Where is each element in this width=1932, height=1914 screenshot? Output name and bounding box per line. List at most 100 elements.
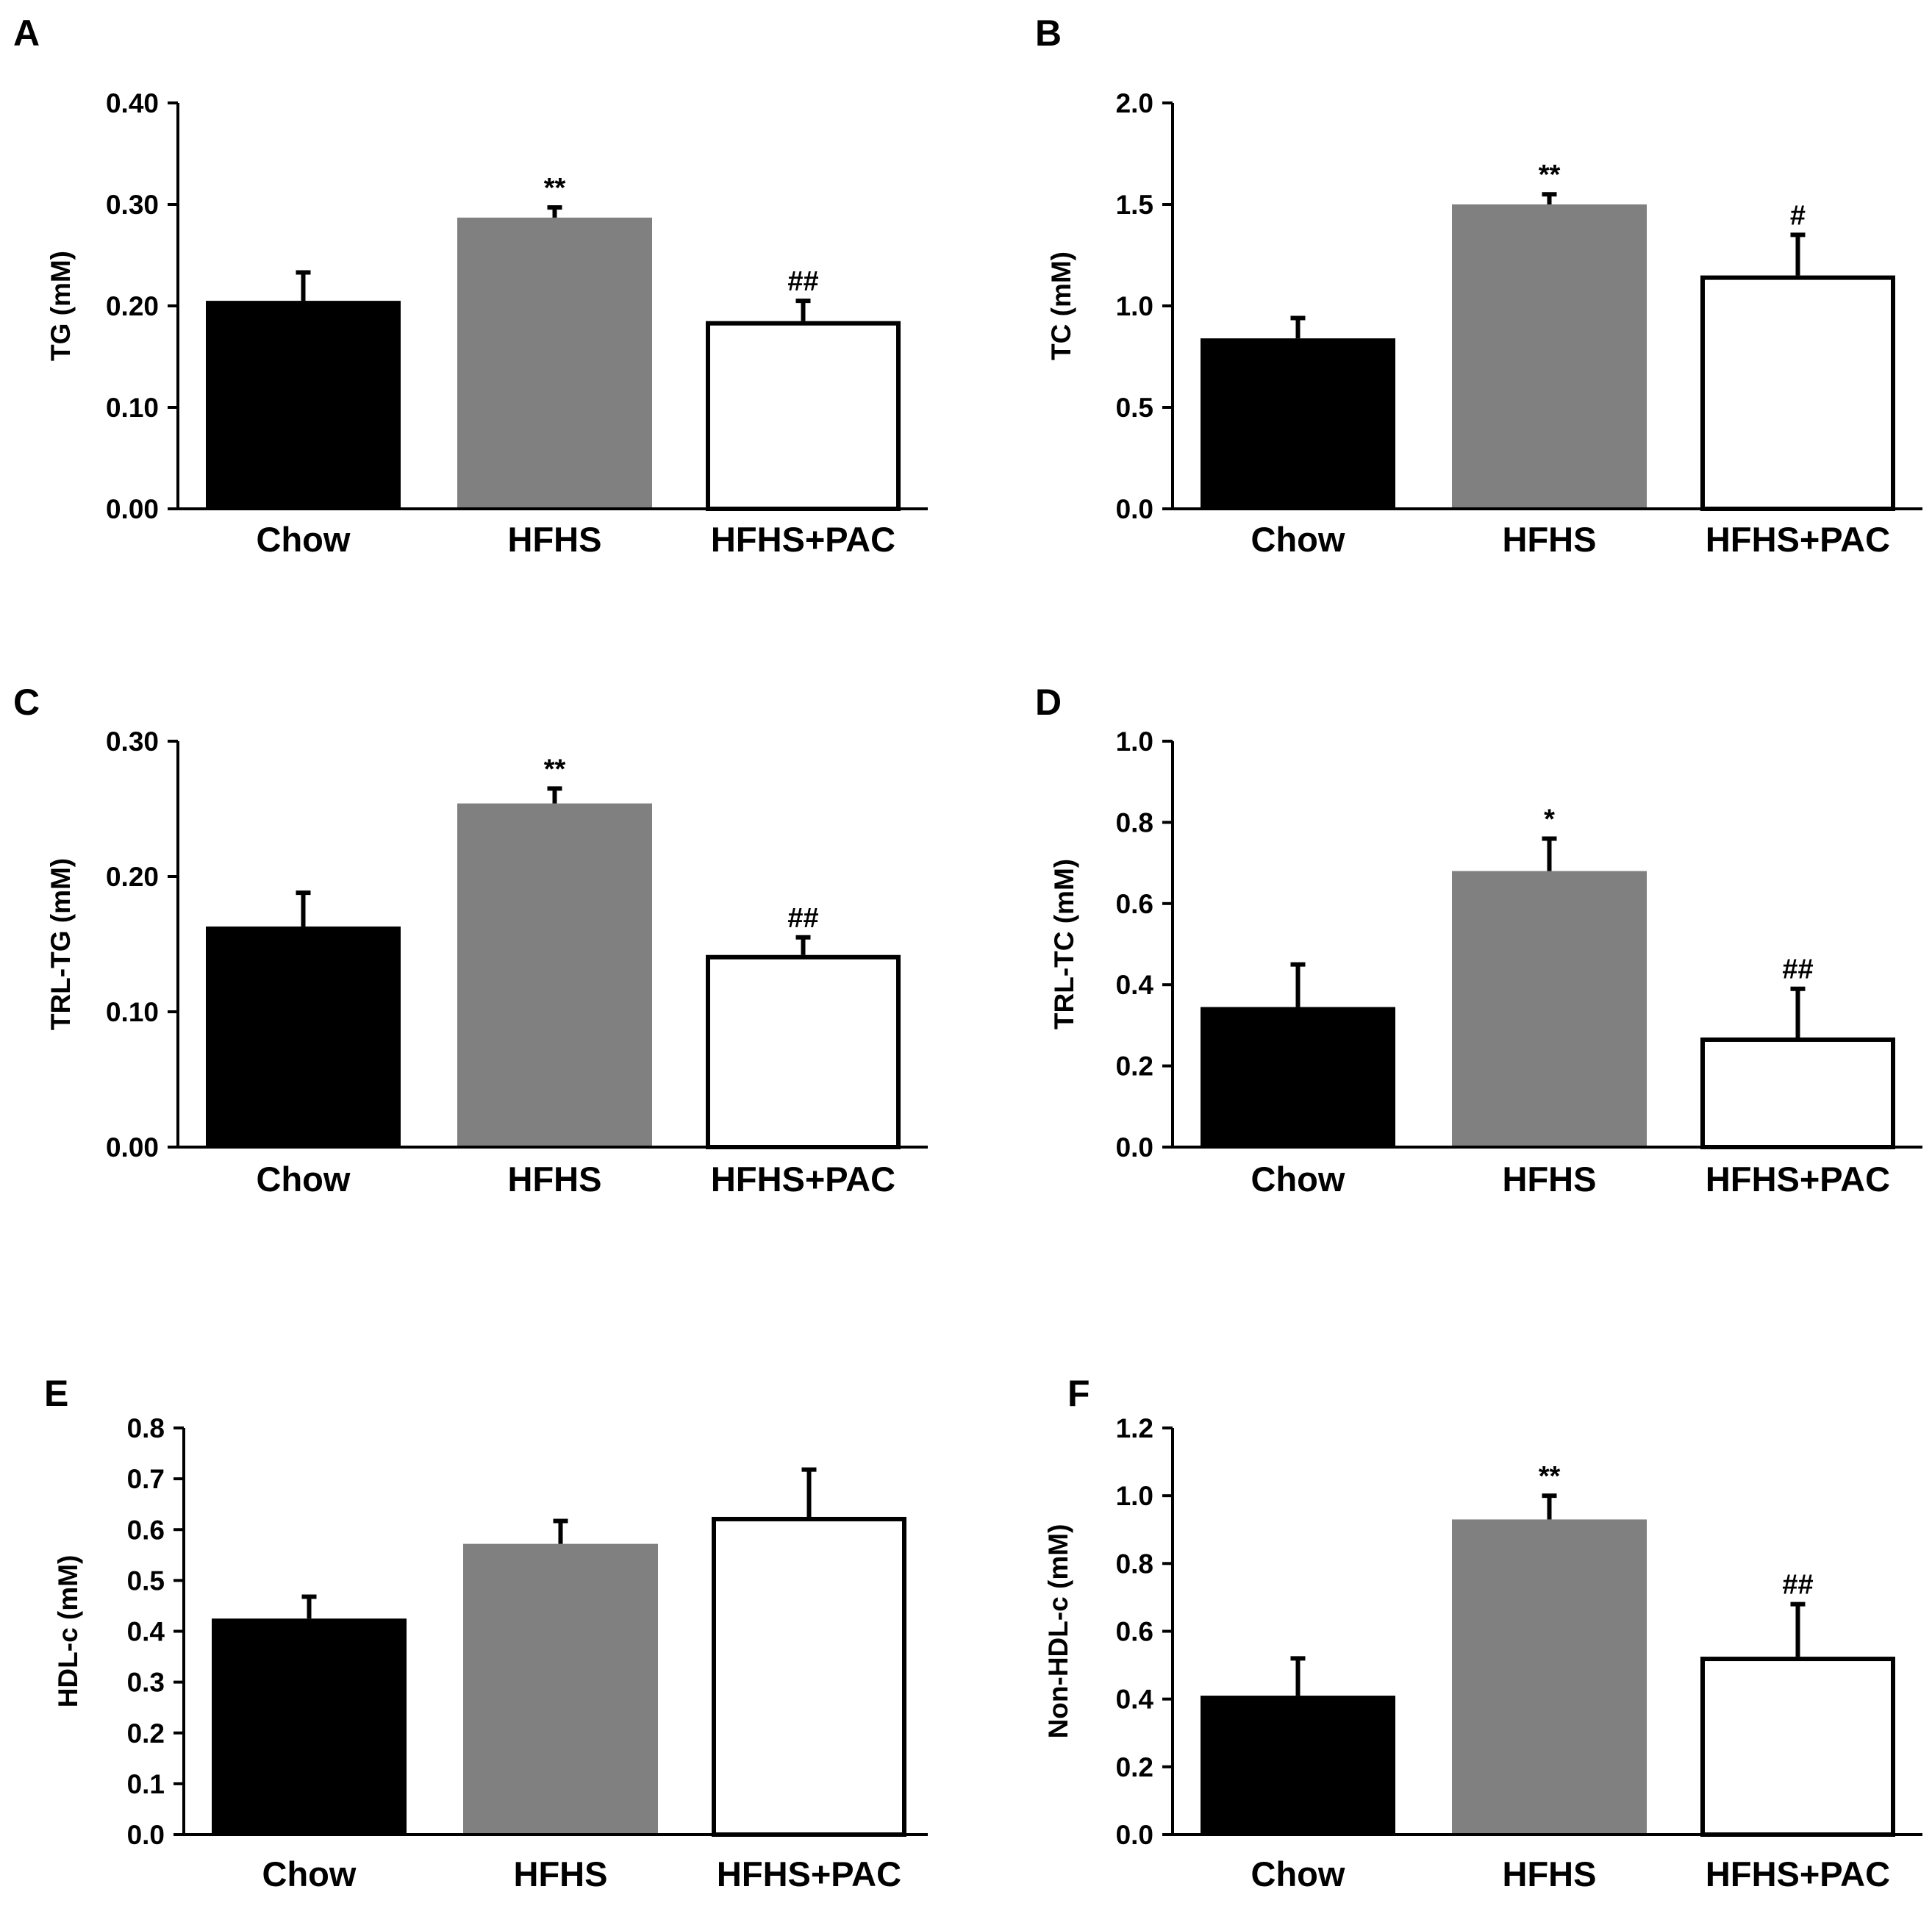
y-tick-label: 0.7 bbox=[127, 1464, 165, 1494]
bar-hfhs bbox=[463, 1543, 658, 1835]
y-tick-label: 0.5 bbox=[1116, 393, 1153, 423]
category-label-chow: Chow bbox=[257, 520, 351, 559]
significance-mark: # bbox=[1790, 200, 1806, 231]
significance-mark: * bbox=[1544, 804, 1555, 835]
panel-letter: A bbox=[13, 13, 40, 54]
significance-mark: ** bbox=[544, 754, 566, 785]
y-tick-label: 1.0 bbox=[1116, 291, 1153, 321]
y-tick-label: 0.00 bbox=[106, 1132, 159, 1163]
panel-d: D TRL-TC (mM) 0.0 0.2 0.4 0.6 0.8 1.0 Chow * HFHS #… bbox=[1035, 682, 1922, 1199]
category-label-hfhs-plus-pac: HFHS+PAC bbox=[711, 520, 895, 559]
bar-chow bbox=[206, 301, 401, 509]
bar-hfhs-plus-pac bbox=[706, 954, 901, 1149]
y-tick-label: 0.0 bbox=[1116, 1820, 1153, 1850]
y-tick-label: 0.2 bbox=[1116, 1752, 1153, 1782]
y-axis-title: TC (mM) bbox=[1046, 251, 1076, 360]
y-tick-label: 0.8 bbox=[1116, 807, 1153, 838]
y-tick-label: 0.3 bbox=[127, 1668, 165, 1698]
category-label-hfhs-plus-pac: HFHS+PAC bbox=[717, 1854, 901, 1893]
panel-letter: D bbox=[1035, 682, 1062, 723]
y-tick-label: 0.30 bbox=[106, 726, 159, 757]
y-tick-label: 0.2 bbox=[1116, 1051, 1153, 1082]
panel-letter: C bbox=[13, 682, 40, 723]
category-label-hfhs: HFHS bbox=[1503, 520, 1597, 559]
category-label-chow: Chow bbox=[1251, 1854, 1345, 1893]
y-tick-label: 0.0 bbox=[127, 1820, 165, 1850]
significance-mark: ## bbox=[787, 266, 818, 297]
y-tick-label: 0.4 bbox=[1116, 970, 1154, 1000]
category-label-hfhs: HFHS bbox=[1503, 1160, 1597, 1199]
y-tick-label: 0.20 bbox=[106, 862, 159, 892]
y-axis-title: Non-HDL-c (mM) bbox=[1043, 1524, 1073, 1739]
y-tick-label: 2.0 bbox=[1116, 88, 1153, 118]
y-tick-label: 0.0 bbox=[1116, 494, 1153, 524]
y-tick-label: 0.6 bbox=[127, 1515, 165, 1545]
bar-chow bbox=[212, 1618, 407, 1835]
y-axis-title: TRL-TG (mM) bbox=[46, 858, 76, 1030]
panel-b: B TC (mM) 0.0 0.5 1.0 1.5 2.0 Chow ** HFHS # HFHS+P… bbox=[1035, 13, 1922, 559]
bar-hfhs-plus-pac bbox=[712, 1516, 906, 1837]
category-label-hfhs-plus-pac: HFHS+PAC bbox=[1706, 1854, 1890, 1893]
y-axis-title: HDL-c (mM) bbox=[53, 1555, 83, 1708]
y-tick-label: 0.8 bbox=[127, 1413, 165, 1443]
bar-hfhs-plus-pac bbox=[1700, 1657, 1895, 1837]
y-tick-label: 0.6 bbox=[1116, 889, 1153, 919]
panel-c: C TRL-TG (mM) 0.00 0.10 0.20 0.30 Chow ** HFHS ##… bbox=[13, 682, 928, 1199]
category-label-chow: Chow bbox=[257, 1160, 351, 1199]
category-label-hfhs-plus-pac: HFHS+PAC bbox=[1706, 520, 1890, 559]
category-label-hfhs: HFHS bbox=[1503, 1854, 1597, 1893]
y-tick-label: 0.2 bbox=[127, 1718, 165, 1749]
significance-mark: ## bbox=[1782, 954, 1813, 985]
bar-hfhs-plus-pac bbox=[706, 321, 901, 512]
bar-chow bbox=[1201, 1007, 1395, 1147]
significance-mark: ** bbox=[1539, 1461, 1561, 1492]
category-label-hfhs-plus-pac: HFHS+PAC bbox=[1706, 1160, 1890, 1199]
y-tick-label: 0.10 bbox=[106, 393, 159, 423]
category-label-hfhs: HFHS bbox=[514, 1854, 608, 1893]
y-tick-label: 0.1 bbox=[127, 1769, 165, 1799]
significance-mark: ## bbox=[1782, 1570, 1813, 1601]
y-tick-label: 0.4 bbox=[127, 1617, 165, 1647]
y-tick-label: 0.10 bbox=[106, 997, 159, 1027]
y-tick-label: 0.4 bbox=[1116, 1685, 1154, 1715]
y-tick-label: 0.40 bbox=[106, 88, 159, 118]
y-tick-label: 1.0 bbox=[1116, 1481, 1153, 1511]
bar-hfhs bbox=[457, 803, 652, 1147]
y-tick-label: 0.0 bbox=[1116, 1132, 1153, 1163]
panel-letter: E bbox=[44, 1373, 68, 1414]
y-tick-label: 1.0 bbox=[1116, 726, 1153, 757]
bar-hfhs bbox=[1452, 1519, 1647, 1835]
bar-hfhs bbox=[457, 217, 652, 509]
significance-mark: ** bbox=[1539, 160, 1561, 190]
y-tick-label: 0.00 bbox=[106, 494, 159, 524]
panel-a: A TG (mM) 0.00 0.10 0.20 0.30 0.40 Chow ** HFHS ##… bbox=[13, 13, 928, 559]
category-label-hfhs-plus-pac: HFHS+PAC bbox=[711, 1160, 895, 1199]
bar-chow bbox=[206, 926, 401, 1147]
category-label-hfhs: HFHS bbox=[508, 1160, 602, 1199]
significance-mark: ## bbox=[787, 903, 818, 934]
y-tick-label: 0.30 bbox=[106, 190, 159, 220]
bar-hfhs-plus-pac bbox=[1700, 275, 1895, 511]
bar-hfhs bbox=[1452, 204, 1647, 509]
y-axis-title: TG (mM) bbox=[46, 251, 76, 361]
y-tick-label: 0.6 bbox=[1116, 1617, 1153, 1647]
panel-e: E HDL-c (mM) 0.0 0.1 0.2 0.3 0.4 0.5 0.6 0.7 0.8 Ch… bbox=[44, 1373, 928, 1893]
bar-chow bbox=[1201, 1696, 1395, 1835]
panel-f: F Non-HDL-c (mM) 0.0 0.2 0.4 0.6 0.8 1.0 1.2 Chow… bbox=[1043, 1373, 1922, 1893]
category-label-hfhs: HFHS bbox=[508, 520, 602, 559]
panel-letter: B bbox=[1035, 13, 1062, 54]
panel-letter: F bbox=[1067, 1373, 1090, 1414]
bar-chow bbox=[1201, 338, 1395, 509]
significance-mark: ** bbox=[544, 173, 566, 204]
category-label-chow: Chow bbox=[262, 1854, 357, 1893]
bar-hfhs-plus-pac bbox=[1700, 1037, 1895, 1149]
y-axis-title: TRL-TC (mM) bbox=[1049, 859, 1079, 1029]
y-tick-label: 1.2 bbox=[1116, 1413, 1153, 1443]
category-label-chow: Chow bbox=[1251, 520, 1345, 559]
y-tick-label: 0.20 bbox=[106, 291, 159, 321]
y-tick-label: 1.5 bbox=[1116, 190, 1153, 220]
category-label-chow: Chow bbox=[1251, 1160, 1345, 1199]
y-tick-label: 0.5 bbox=[127, 1565, 165, 1596]
bar-hfhs bbox=[1452, 871, 1647, 1147]
